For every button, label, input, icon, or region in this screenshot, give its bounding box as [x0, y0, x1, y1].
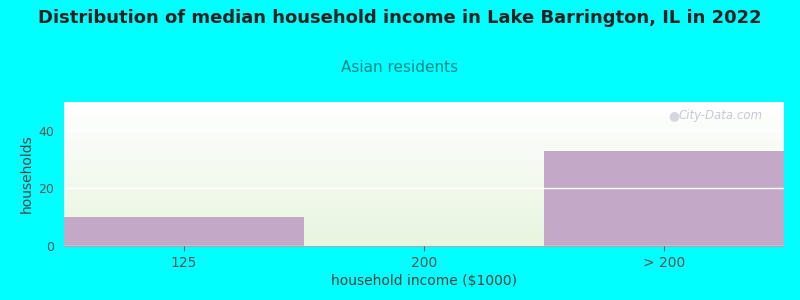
Text: ●: ●: [669, 109, 680, 122]
Bar: [544, 151, 784, 246]
Text: City-Data.com: City-Data.com: [678, 109, 762, 122]
Bar: [64, 217, 304, 246]
X-axis label: household income ($1000): household income ($1000): [331, 274, 517, 288]
Text: Asian residents: Asian residents: [342, 60, 458, 75]
Text: Distribution of median household income in Lake Barrington, IL in 2022: Distribution of median household income …: [38, 9, 762, 27]
Y-axis label: households: households: [20, 135, 34, 213]
